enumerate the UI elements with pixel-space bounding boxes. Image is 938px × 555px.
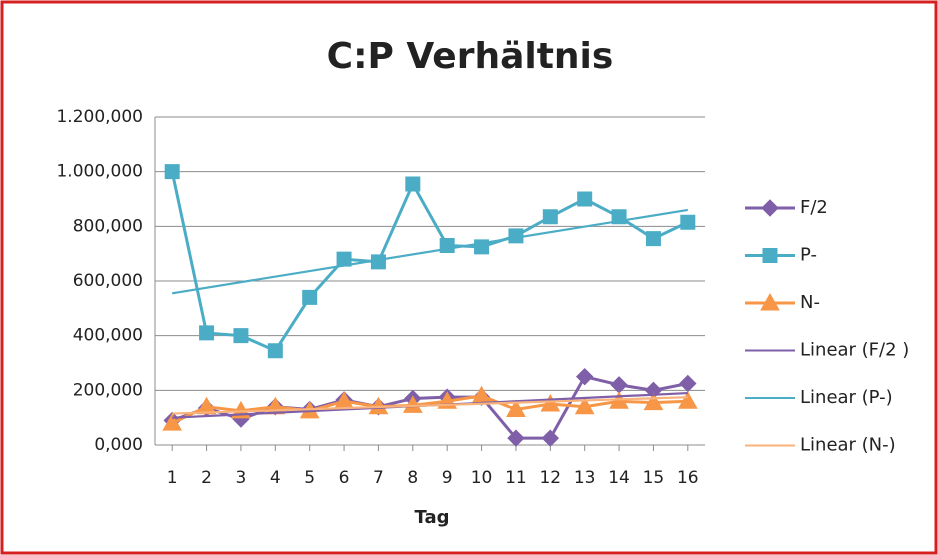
legend-label: Linear (N-) [800, 435, 896, 456]
data-point [164, 164, 180, 180]
x-tick-label: 4 [270, 468, 281, 488]
y-tick-label: 600,000 [73, 271, 143, 291]
y-tick-label: 1.000,000 [56, 162, 143, 182]
data-point [507, 429, 525, 447]
x-tick-label: 15 [643, 468, 665, 488]
series-line [170, 171, 689, 353]
legend-label: F/2 [800, 197, 828, 218]
data-point [405, 176, 421, 192]
x-tick-label: 3 [236, 468, 247, 488]
x-tick-label: 6 [339, 468, 350, 488]
data-point [680, 214, 696, 230]
y-tick-label: 200,000 [73, 380, 143, 400]
data-point [541, 429, 560, 447]
x-axis-label: Tag [415, 507, 450, 528]
data-point [162, 413, 183, 431]
data-point [677, 391, 698, 409]
data-point [336, 251, 352, 267]
y-tick-label: 0,000 [94, 435, 143, 455]
data-point [575, 367, 594, 386]
x-tick-label: 2 [201, 468, 212, 488]
data-point [370, 254, 386, 270]
data-point [402, 395, 423, 413]
legend-label: Linear (P-) [800, 387, 893, 408]
x-tick-label: 13 [574, 468, 596, 488]
data-point [506, 399, 526, 417]
x-tick-label: 1 [167, 468, 178, 488]
data-point [542, 209, 558, 225]
chart-title: C:P Verhältnis [327, 36, 614, 77]
data-point [574, 396, 595, 415]
y-tick-label: 400,000 [73, 326, 143, 346]
data-point [645, 231, 661, 247]
series-line [171, 394, 688, 425]
data-point [199, 325, 215, 341]
trend-line [172, 396, 688, 415]
legend-marker [762, 248, 778, 263]
x-tick-label: 12 [539, 468, 561, 488]
data-point [368, 396, 389, 415]
data-point [577, 191, 593, 207]
data-point [267, 343, 283, 359]
x-tick-label: 5 [304, 468, 315, 488]
data-point [196, 396, 217, 415]
data-point [233, 328, 249, 344]
x-tick-label: 11 [505, 468, 527, 488]
legend-label: P- [800, 245, 817, 266]
trend-line [172, 208, 688, 295]
x-tick-label: 16 [677, 468, 699, 488]
x-tick-label: 7 [373, 468, 384, 488]
x-tick-label: 14 [608, 468, 630, 488]
y-tick-label: 1.200,000 [56, 107, 143, 127]
legend-label: Linear (F/2 ) [800, 340, 909, 361]
data-point [302, 289, 318, 305]
y-tick-label: 800,000 [73, 216, 143, 236]
legend-marker [761, 199, 779, 217]
x-tick-label: 8 [407, 468, 418, 488]
legend-marker [760, 292, 780, 311]
x-tick-label: 10 [471, 468, 493, 488]
data-point [540, 393, 561, 412]
data-point [643, 392, 664, 411]
x-tick-label: 9 [442, 468, 453, 488]
legend-label: N- [800, 292, 820, 313]
